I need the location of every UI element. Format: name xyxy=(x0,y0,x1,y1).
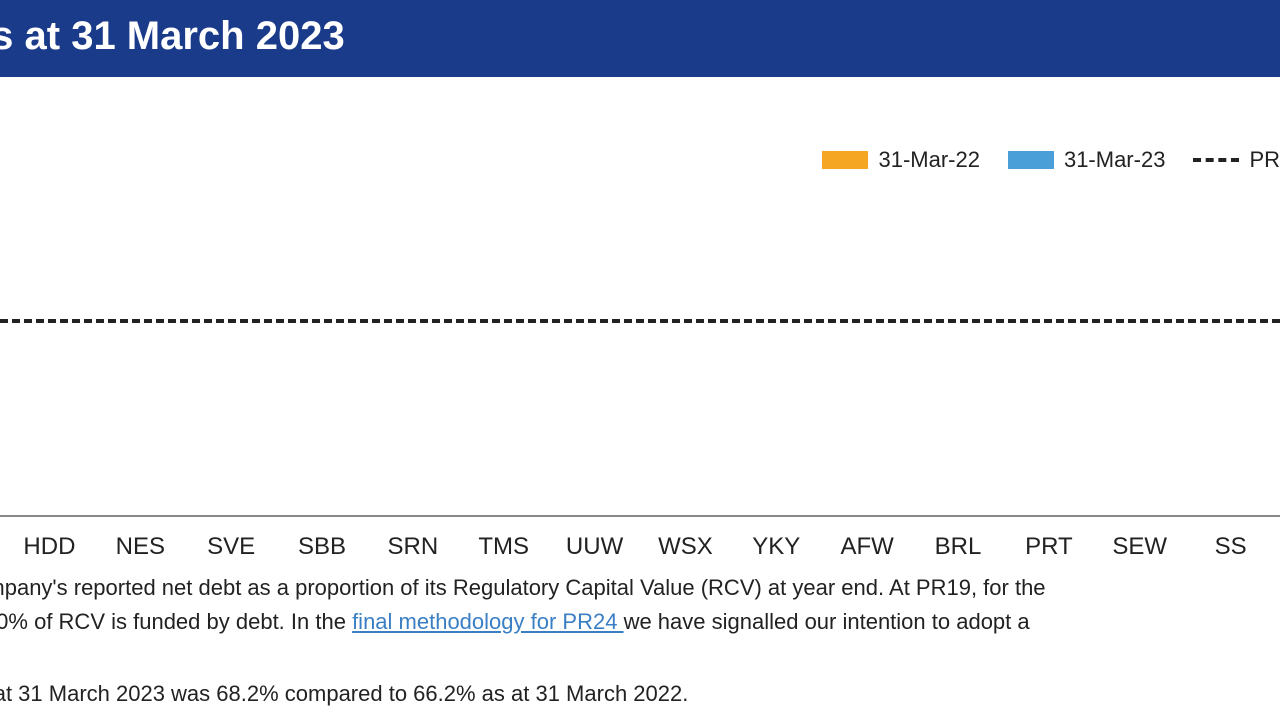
pr24-link[interactable]: final methodology for PR24 xyxy=(352,609,624,634)
x-tick-label: WSX xyxy=(640,533,731,561)
x-tick-label: SVE xyxy=(186,533,277,561)
x-tick-label: NES xyxy=(95,533,186,561)
x-tick-label: HDD xyxy=(4,533,95,561)
x-tick-label: SEW xyxy=(1094,533,1185,561)
plot-area xyxy=(0,187,1280,517)
x-tick-label: TMS xyxy=(458,533,549,561)
legend-item-2022: 31-Mar-22 xyxy=(822,147,979,173)
legend-label-2022: 31-Mar-22 xyxy=(878,147,979,173)
x-axis-labels: HDDNESSVESBBSRNTMSUUWWSXYKYAFWBRLPRTSEWS… xyxy=(0,533,1280,561)
legend-dash-icon xyxy=(1193,158,1239,162)
legend-item-2023: 31-Mar-23 xyxy=(1008,147,1165,173)
x-tick-label: UUW xyxy=(549,533,640,561)
x-axis-line xyxy=(0,515,1280,517)
x-tick-label: SRN xyxy=(367,533,458,561)
x-tick-label: PRT xyxy=(1003,533,1094,561)
legend-label-2023: 31-Mar-23 xyxy=(1064,147,1165,173)
x-tick-label: BRL xyxy=(913,533,1004,561)
x-tick-label: AFW xyxy=(822,533,913,561)
x-tick-label: SBB xyxy=(277,533,368,561)
footnote-text: es each company's reported net debt as a… xyxy=(0,571,1280,711)
chart-legend: 31-Mar-22 31-Mar-23 PR xyxy=(822,147,1280,173)
x-tick-label: YKY xyxy=(731,533,822,561)
note-line-1a: es each company's reported net debt as a… xyxy=(0,575,1046,600)
note-line-2: e sector as at 31 March 2023 was 68.2% c… xyxy=(0,681,688,706)
note-line-1b-prefix: e in which 60% of RCV is funded by debt.… xyxy=(0,609,352,634)
gearing-chart: 31-Mar-22 31-Mar-23 PR HDDNESSVESBBSRNTM… xyxy=(0,107,1280,577)
legend-item-pr: PR xyxy=(1193,147,1280,173)
header-bar: aring as at 31 March 2023 xyxy=(0,0,1280,77)
legend-swatch-2022 xyxy=(822,151,868,169)
legend-label-pr: PR xyxy=(1249,147,1280,173)
legend-swatch-2023 xyxy=(1008,151,1054,169)
bars-container xyxy=(0,187,1280,517)
x-tick-label: SS xyxy=(1185,533,1276,561)
note-line-1b-suffix: we have signalled our intention to adopt… xyxy=(624,609,1030,634)
page-title: aring as at 31 March 2023 xyxy=(0,14,345,58)
